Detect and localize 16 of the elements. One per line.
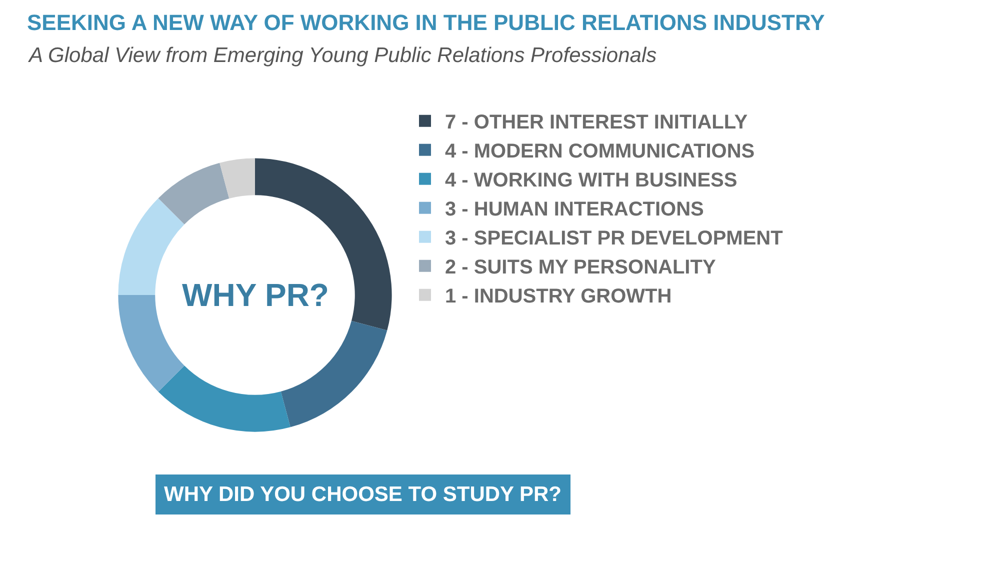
chart-title: SEEKING A NEW WAY OF WORKING IN THE PUBLIC RELATIONS INDUSTRY (27, 10, 826, 35)
donut-slice (255, 158, 392, 330)
legend-label: 3 - HUMAN INTERACTIONS (445, 198, 704, 221)
donut-slice (280, 320, 388, 428)
donut-slice (220, 158, 255, 199)
legend-label: 3 - SPECIALIST PR DEVELOPMENT (445, 228, 783, 250)
legend-label: 1 - INDUSTRY GROWTH (445, 286, 672, 308)
text: WHY DID YOU CHOOSE TO STUDY PR? (164, 483, 562, 506)
legend-label: 7 - OTHER INTEREST INITIALLY (445, 112, 748, 134)
legend-label: 2 - SUITS MY PERSONALITY (445, 256, 716, 279)
donut-slice (158, 162, 230, 224)
legend-label: 4 - WORKING WITH BUSINESS (445, 170, 738, 192)
chart-subtitle: A Global View from Emerging Young Public Relations Professionals (27, 44, 658, 67)
text: WHY PR? (182, 277, 329, 313)
donut-slice (158, 366, 290, 432)
legend-label: 4 - MODERN COMMUNICATIONS (445, 140, 755, 163)
